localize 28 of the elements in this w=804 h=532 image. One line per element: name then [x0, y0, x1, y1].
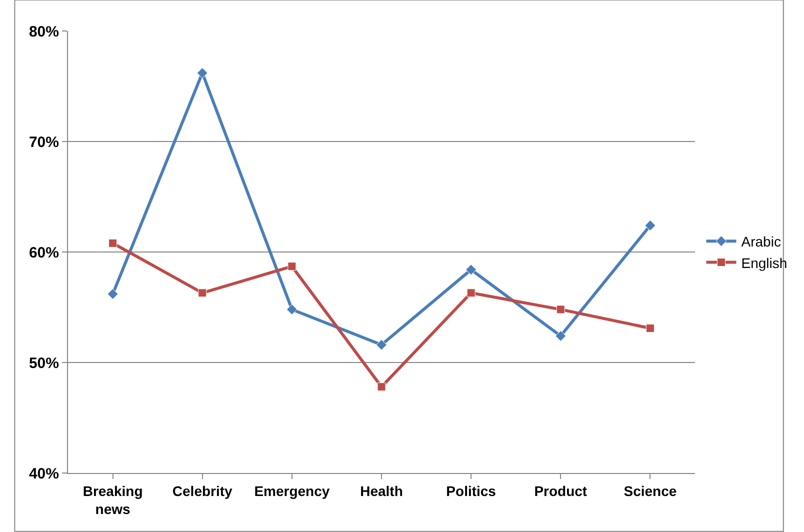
x-tick-label: Emergency — [254, 482, 330, 499]
point — [376, 339, 387, 350]
point — [286, 304, 298, 315]
point — [466, 288, 476, 298]
y-tick-label: 60% — [28, 244, 59, 262]
x-tick-label: Celebrity — [172, 482, 233, 499]
point — [556, 305, 565, 314]
point — [377, 382, 386, 392]
point — [108, 238, 118, 248]
point — [644, 220, 656, 231]
legend-label: English — [741, 254, 788, 271]
point — [196, 68, 208, 78]
x-tick-label: Product — [534, 482, 588, 499]
point — [107, 288, 118, 300]
x-tick-label: Science — [624, 482, 677, 499]
y-tick-label: 70% — [28, 134, 59, 151]
point — [466, 264, 477, 276]
x-tick-label: Politics — [446, 482, 496, 499]
x-tick-label: Health — [360, 482, 403, 499]
point — [288, 262, 296, 271]
x-tick-label: Breaking news — [82, 482, 143, 517]
legend-label: Arabic — [741, 234, 781, 250]
y-tick-label: 50% — [28, 354, 59, 372]
point — [198, 288, 207, 298]
y-tick-label: 80% — [28, 23, 59, 40]
y-tick-label: 40% — [28, 465, 59, 482]
point — [555, 330, 566, 342]
point — [646, 324, 654, 332]
